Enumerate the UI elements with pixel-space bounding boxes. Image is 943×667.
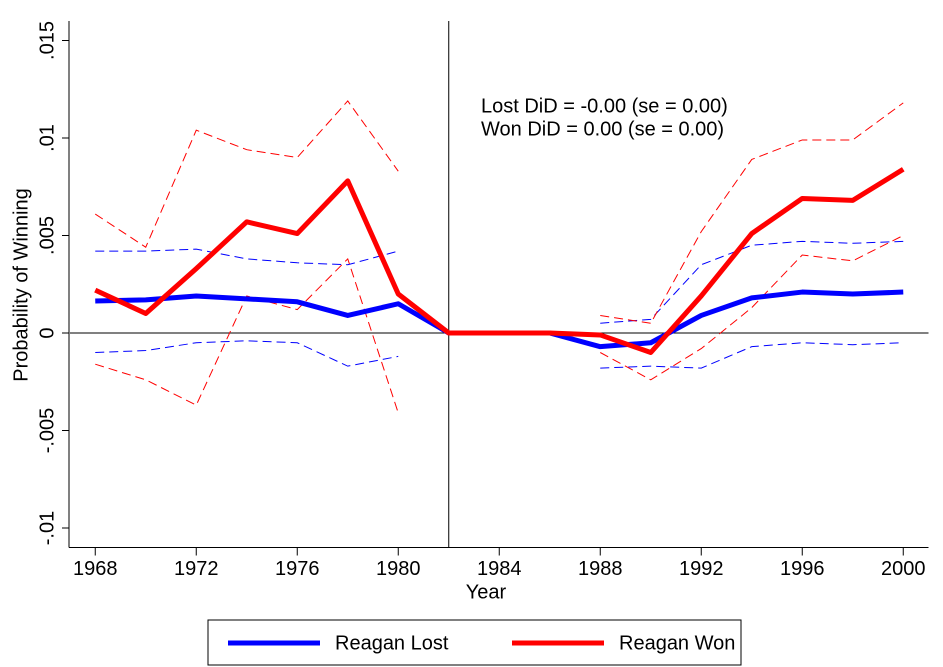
x-tick-label: 1972 [174, 558, 219, 580]
annotation: Won DiD = 0.00 (se = 0.00) [481, 118, 724, 140]
x-axis-label: Year [466, 581, 507, 603]
legend-label: Reagan Lost [335, 632, 449, 654]
y-axis-label: Probability of Winning [10, 188, 32, 381]
x-tick-label: 1980 [376, 558, 421, 580]
confidence-line [95, 240, 904, 324]
legend-label: Reagan Won [619, 632, 735, 654]
series-line [94, 167, 905, 355]
confidence-line [95, 340, 904, 369]
annotation: Lost DiD = -0.00 (se = 0.00) [481, 95, 728, 117]
x-tick-label: 1992 [679, 558, 724, 580]
y-tick-label: -.005 [36, 408, 58, 454]
y-tick-label: .005 [36, 216, 58, 255]
y-tick-label: 0 [36, 327, 58, 338]
confidence-line [95, 235, 904, 414]
y-tick-label: .01 [36, 124, 58, 152]
x-tick-label: 1976 [275, 558, 320, 580]
x-tick-label: 1996 [780, 558, 825, 580]
legend-box [207, 619, 742, 666]
series-line [95, 289, 904, 350]
x-tick-label: 1984 [477, 558, 522, 580]
confidence-line [94, 100, 904, 324]
x-tick-label: 1988 [578, 558, 623, 580]
y-tick-label: -.01 [36, 511, 58, 545]
y-tick-label: .015 [36, 21, 58, 60]
x-tick-label: 1968 [73, 558, 118, 580]
x-tick-label: 2000 [881, 558, 926, 580]
